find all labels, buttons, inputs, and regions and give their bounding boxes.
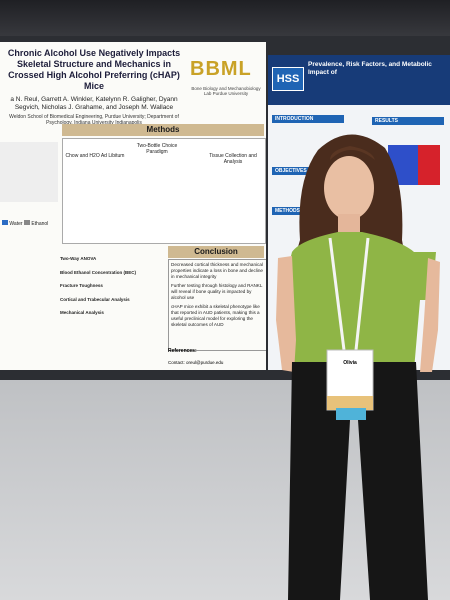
badge-name: Olivia [343, 360, 357, 366]
contact: Contact: oreul@purdue.edu [168, 360, 224, 365]
section-header: RESULTS [372, 117, 444, 125]
legend-item: Ethanol [31, 221, 49, 227]
badge-ribbon [336, 408, 366, 420]
references: References: [168, 348, 197, 354]
poster-authors: a N. Reul, Garrett A. Winkler, Katelynn … [10, 96, 178, 111]
conclusion-box: Decreased cortical thickness and mechani… [168, 259, 266, 351]
conclusion-point: cHAP mice exhibit a skeletal phenotype l… [171, 304, 260, 327]
results-heading: Two-Way ANOVA [60, 256, 97, 261]
side-panel [0, 142, 58, 202]
results-heading: Blood Ethanol Concentration (BEC) [60, 269, 136, 275]
face [324, 156, 374, 220]
fringe [330, 146, 375, 160]
section-header: Conclusion [168, 246, 264, 258]
conclusion-point: Further testing through histology and RA… [171, 283, 263, 300]
pants [288, 362, 428, 600]
poster-affiliation: Weldon School of Biomedical Engineering,… [9, 114, 179, 126]
results-heading: Cortical and Trabecular Analysis [60, 296, 130, 302]
method-label: Chow and H2O Ad Libitum [65, 153, 125, 159]
conclusion-point: Decreased cortical thickness and mechani… [171, 262, 263, 279]
arm [276, 256, 296, 372]
ceiling [0, 0, 450, 40]
method-label: Two-Bottle Choice Paradigm [136, 143, 178, 155]
section-header: Methods [62, 124, 264, 136]
poster-title: Chronic Alcohol Use Negatively Impacts S… [7, 48, 181, 91]
legend-item: Water [9, 221, 23, 227]
results-column: Two-Way ANOVA Blood Ethanol Concentratio… [60, 248, 164, 316]
hss-logo: HSS [272, 67, 304, 91]
lab-logo: BBML [190, 58, 252, 80]
legend: Water Ethanol [2, 220, 48, 227]
arm [420, 258, 440, 372]
method-label: Tissue Collection and Analysis [209, 153, 257, 165]
lanyard [328, 237, 370, 351]
results-heading: Fracture Toughness [60, 283, 103, 288]
left-poster: Chronic Alcohol Use Negatively Impacts S… [0, 42, 266, 370]
logo-caption: Bone Biology and Mechanobiology Lab Purd… [191, 86, 261, 96]
results-heading: Mechanical Analysis [60, 310, 104, 315]
top [280, 232, 436, 370]
poster-title: Prevalence, Risk Factors, and Metabolic … [308, 61, 432, 76]
methods-diagram: Chow and H2O Ad Libitum Two-Bottle Choic… [62, 138, 266, 244]
section-header: INTRODUCTION [272, 115, 344, 123]
badge-stripe [327, 396, 373, 410]
results-chart [418, 145, 440, 185]
